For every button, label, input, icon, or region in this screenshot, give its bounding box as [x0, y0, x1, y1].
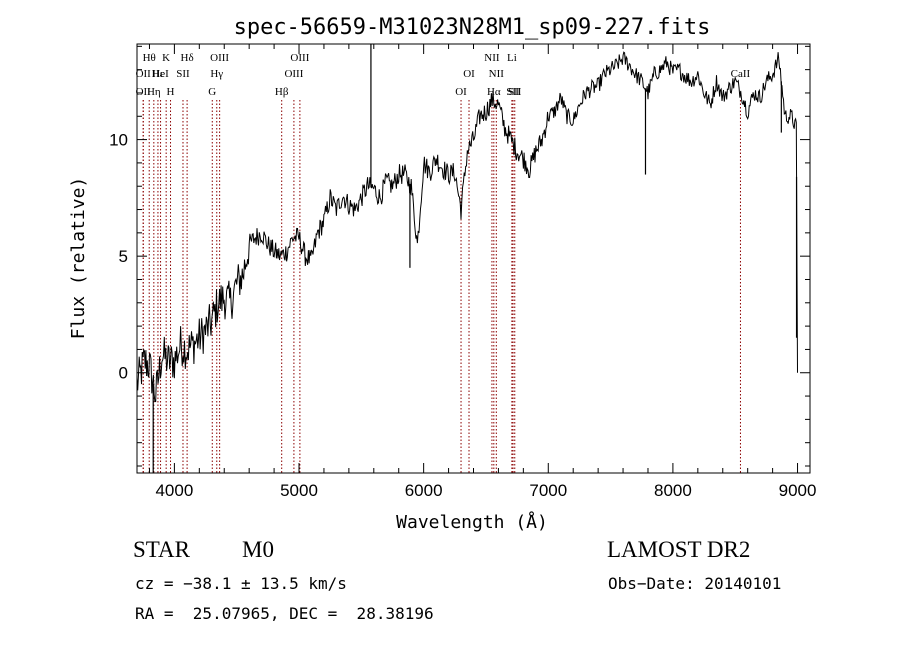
marker-label-0: OII [136, 68, 152, 80]
marker-label-19: Hα [487, 86, 501, 98]
marker-label-15: OIII [290, 52, 309, 64]
marker-label-20: NII [489, 68, 505, 80]
marker-label-21: Li [507, 52, 517, 64]
marker-label-6: K [162, 52, 170, 64]
marker-label-2: Hθ [143, 52, 156, 64]
marker-label-14: OIII [284, 68, 303, 80]
survey-name: LAMOST DR2 [607, 537, 751, 562]
emission-line-markers: OIIOIIHθHηHεHeIKHSIIHδGHγOIIIHβOIIIOIIIO… [136, 52, 751, 473]
y-tick-label-0: 0 [119, 364, 128, 383]
marker-label-10: G [208, 86, 216, 98]
marker-label-23: SII [508, 86, 522, 98]
marker-label-8: SII [176, 68, 190, 80]
chart-title: spec-56659-M31023N28M1_sp09-227.fits [234, 15, 711, 40]
flux-series [136, 44, 798, 473]
plot-frame [136, 43, 811, 474]
marker-label-11: Hγ [210, 68, 223, 80]
x-tick-label-8000: 8000 [654, 481, 692, 500]
x-axis-label: Wavelength (Å) [396, 511, 548, 533]
sky-coordinates: RA = 25.07965, DEC = 28.38196 [135, 604, 434, 623]
marker-label-24: CaII [731, 68, 751, 80]
marker-label-18: NII [484, 52, 500, 64]
x-tick-label-4000: 4000 [155, 481, 193, 500]
object-subclass: M0 [242, 537, 274, 562]
marker-label-17: OI [463, 68, 475, 80]
marker-label-16: OI [455, 86, 467, 98]
x-tick-label-5000: 5000 [280, 481, 318, 500]
marker-label-12: OIII [210, 52, 229, 64]
marker-label-5: HeI [152, 68, 169, 80]
marker-label-7: H [167, 86, 175, 98]
marker-label-22: SII [506, 86, 520, 98]
marker-label-13: Hβ [275, 86, 289, 98]
marker-label-9: Hδ [181, 52, 194, 64]
y-axis-label: Flux (relative) [68, 177, 89, 340]
marker-label-3: Hη [147, 86, 161, 98]
flux-line [136, 51, 798, 403]
marker-label-4: Hε [152, 68, 165, 80]
x-tick-label-7000: 7000 [529, 481, 567, 500]
y-tick-label-5: 5 [119, 247, 128, 266]
object-class: STAR [133, 537, 190, 562]
axes: 4000 5000 6000 7000 8000 9000 0 5 10 [109, 44, 816, 500]
marker-label-1: OII [136, 86, 152, 98]
observation-date: Obs−Date: 20140101 [608, 574, 782, 593]
x-tick-label-6000: 6000 [405, 481, 443, 500]
y-tick-label-10: 10 [109, 131, 128, 150]
redshift-velocity: cz = −38.1 ± 13.5 km/s [135, 574, 347, 593]
x-tick-label-9000: 9000 [779, 481, 817, 500]
